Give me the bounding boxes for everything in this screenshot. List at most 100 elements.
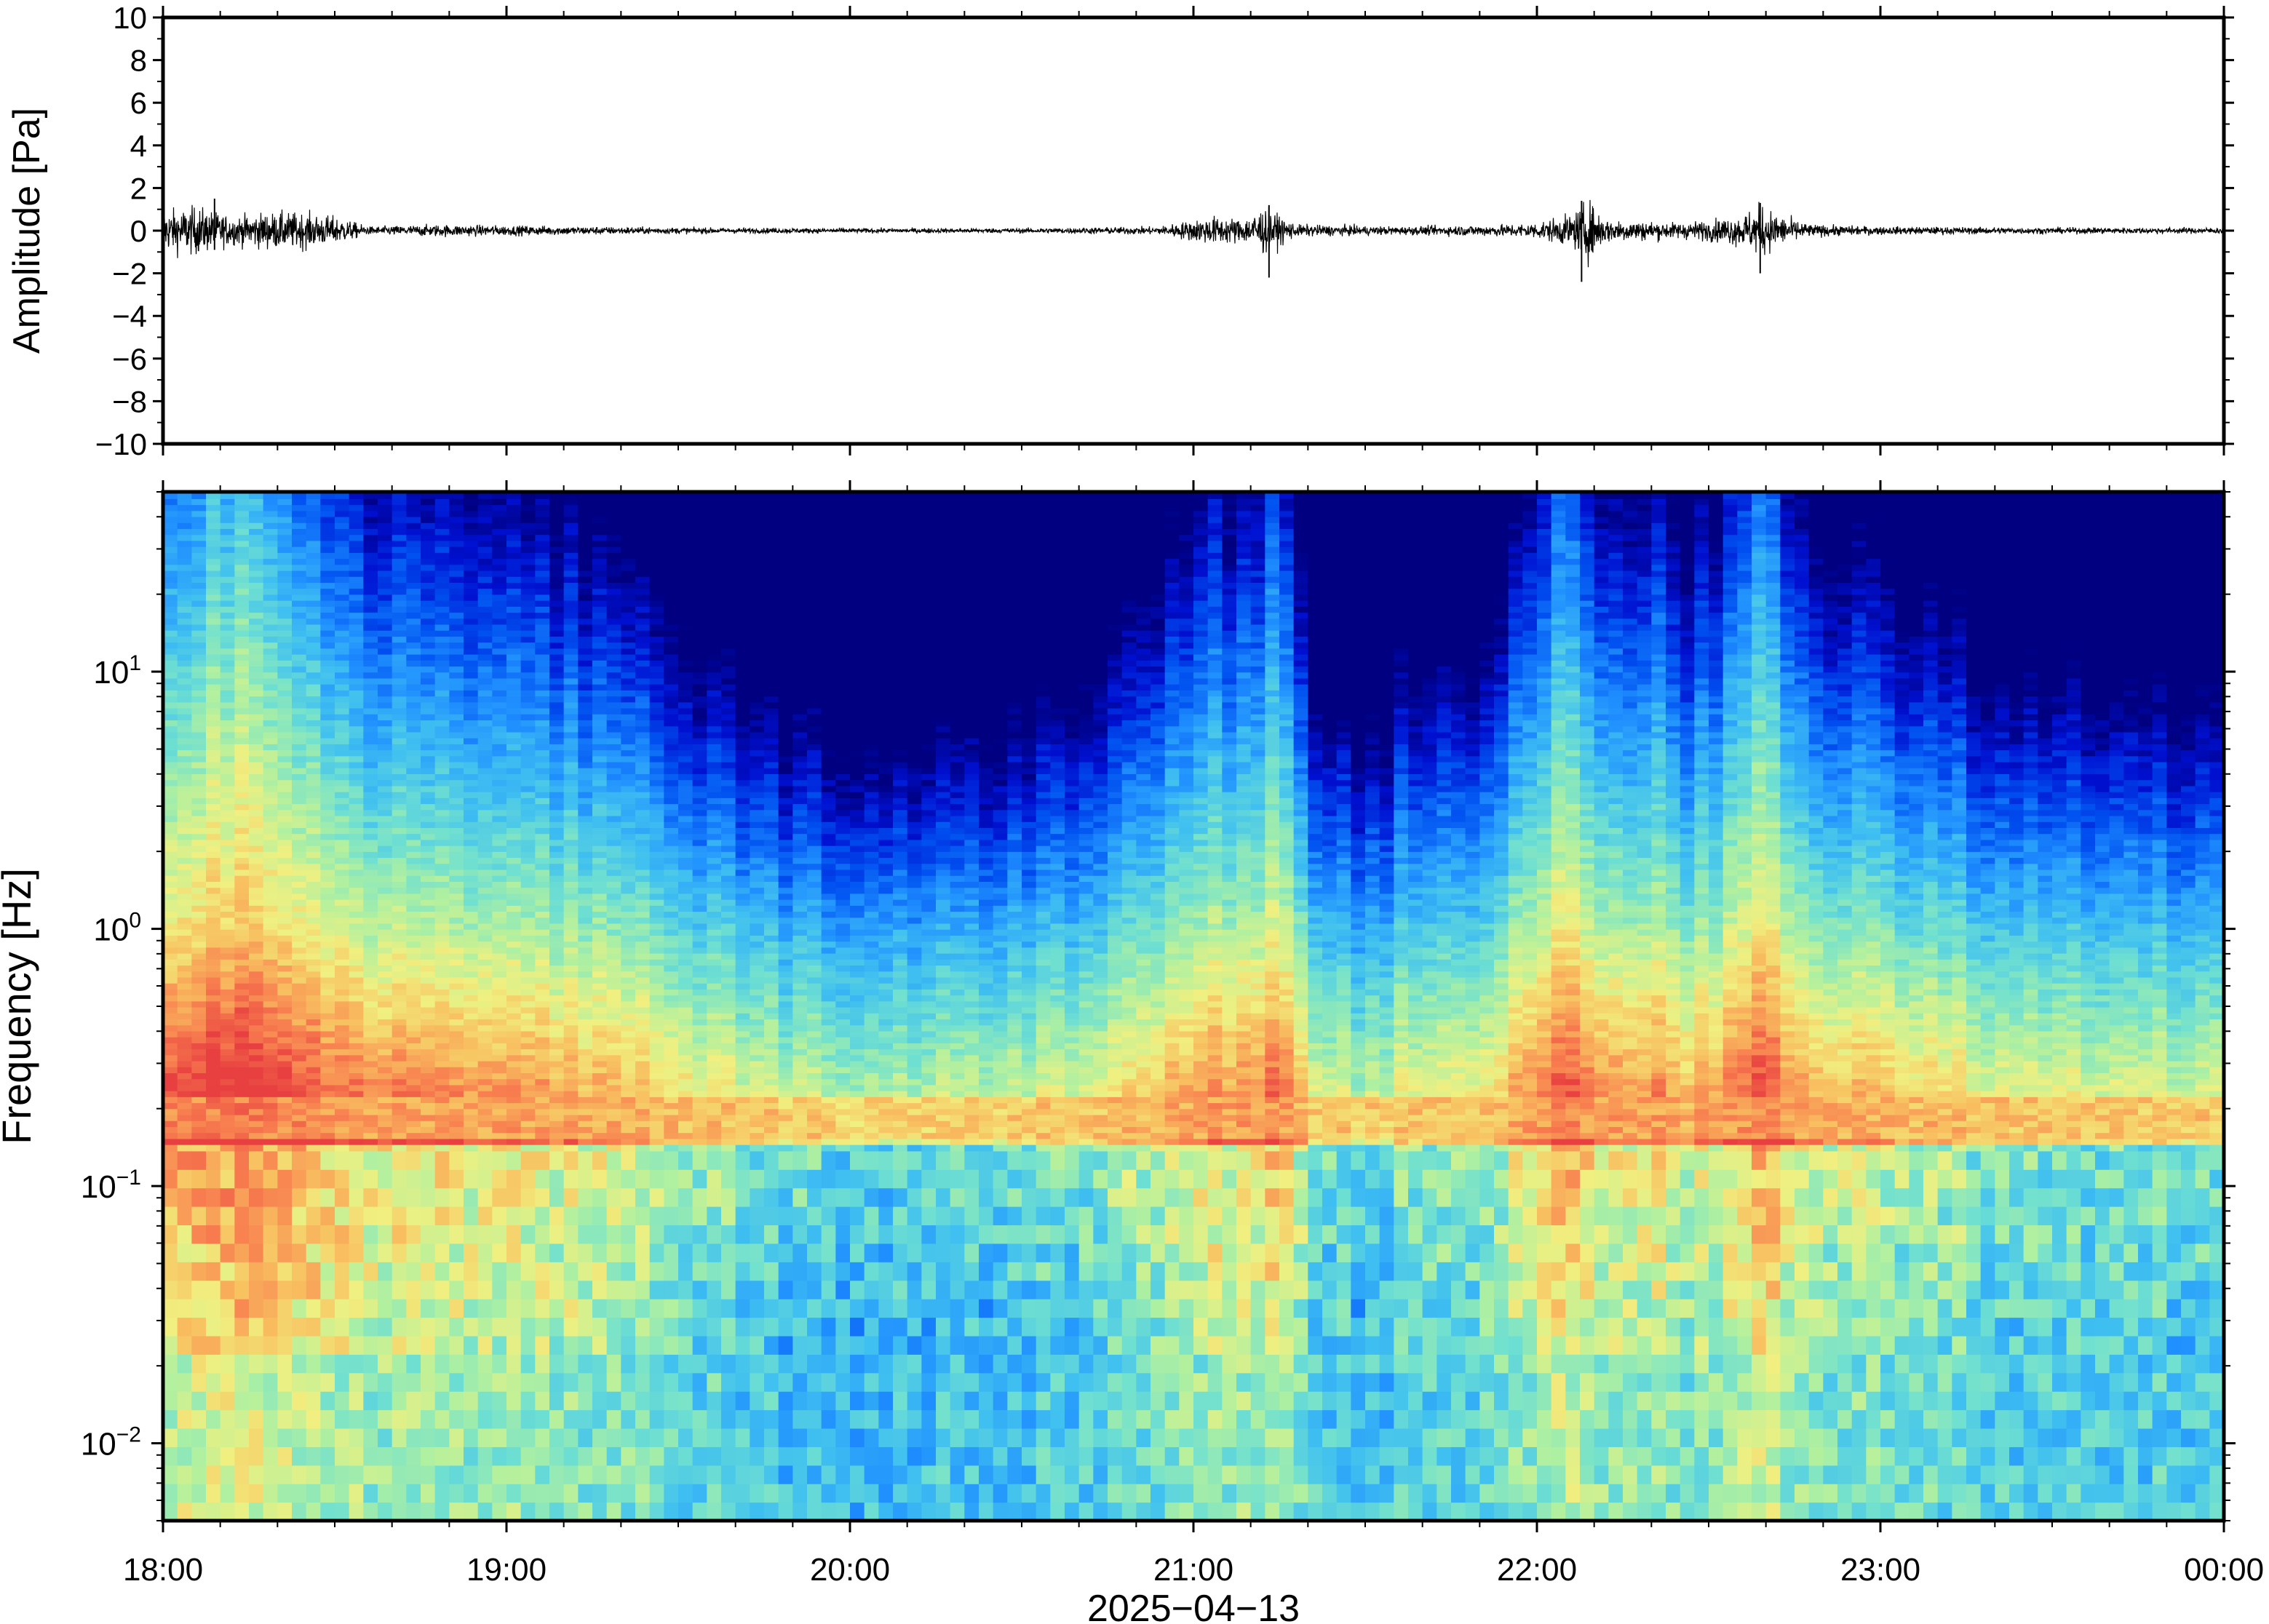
spectrogram-cell [621,929,636,936]
spectrogram-cell [163,510,178,517]
spectrogram-cell [263,558,278,565]
spectrogram-cell [578,1206,593,1226]
spectrogram-cell [664,1054,679,1062]
spectrogram-cell [220,720,235,727]
spectrogram-cell [649,720,664,727]
spectrogram-cell [320,1225,335,1244]
spectrogram-cell [378,839,393,846]
spectrogram-cell [520,917,536,924]
spectrogram-cell [578,971,593,978]
spectrogram-cell [320,708,335,715]
spectrogram-cell [664,755,679,763]
spectrogram-cell [406,672,421,679]
spectrogram-cell [378,983,393,990]
spectrogram-cell [421,1484,436,1503]
spectrogram-cell [649,935,664,942]
spectrogram-cell [335,1502,350,1521]
spectrogram-cell [363,1280,378,1299]
spectrogram-cell [592,1145,608,1152]
spectrogram-cell [649,1372,664,1392]
spectrogram-cell [263,648,278,655]
spectrogram-cell [592,516,608,523]
spectrogram-cell [578,1078,593,1086]
spectrogram-cell [434,672,450,679]
spectrogram-cell [592,630,608,637]
spectrogram-cell [163,881,178,888]
spectrogram-cell [449,851,464,859]
spectrogram-cell [477,761,493,768]
spectrogram-cell [649,749,664,757]
spectrogram-cell [535,1072,550,1080]
spectrogram-cell [535,725,550,733]
spectrogram-cell [549,1317,565,1337]
spectrogram-cell [506,690,522,697]
spectrogram-cell [477,779,493,787]
spectrogram-cell [535,606,550,613]
spectrogram-cell [578,528,593,536]
spectrogram-cell [606,1024,621,1032]
spectrogram-cell [506,624,522,631]
spectrogram-cell [363,749,378,757]
spectrogram-cell [477,1072,493,1080]
spectrogram-cell [678,528,694,536]
spectrogram-cell [635,971,651,978]
spectrogram-cell [378,744,393,751]
spectrogram-cell [664,1060,679,1067]
spectrogram-cell [177,965,192,972]
spectrogram-cell [335,510,350,517]
spectrogram-cell [449,1243,464,1262]
spectrogram-cell [277,1409,293,1429]
spectrogram-cell [592,714,608,721]
spectrogram-cell [191,976,207,984]
spectrogram-cell [191,1084,207,1091]
spectrogram-cell [664,701,679,709]
spectrogram-cell [349,779,364,787]
spectrogram-cell [177,995,192,1002]
spectrogram-cell [449,989,464,996]
spectrogram-cell [406,690,421,697]
spectrogram-cell [363,1145,378,1152]
spectrogram-cell [163,1043,178,1050]
spectrogram-cell [234,1187,250,1207]
spectrogram-cell [606,1335,621,1355]
spectrogram-cell [621,809,636,816]
spectrogram-cell [363,995,378,1002]
spectrogram-cell [606,1372,621,1392]
spectrogram-cell [277,887,293,894]
spectrogram-cell [592,839,608,846]
spectrogram-cell [234,534,250,541]
spectrogram-cell [678,792,694,798]
spectrogram-cell [263,1446,278,1466]
spectrogram-cell [492,911,507,918]
spectrogram-cell [349,522,364,530]
spectrogram-cell [220,768,235,775]
spectrogram-cell [492,881,507,888]
spectrogram-cell [177,624,192,631]
spectrogram-cell [177,1096,192,1104]
spectrogram-cell [578,851,593,859]
spectrogram-cell [606,857,621,864]
spectrogram-cell [421,881,436,888]
spectrogram-cell [506,540,522,547]
spectrogram-cell [477,929,493,936]
spectrogram-cell [678,976,694,984]
spectrogram-cell [406,785,421,792]
spectrogram-cell [335,636,350,643]
spectrogram-cell [578,540,593,547]
spectrogram-cell [421,761,436,768]
spectrogram-cell [249,1060,264,1067]
spectrogram-cell [220,1446,235,1466]
spectrogram-cell [664,1067,679,1074]
spectrogram-cell [191,935,207,942]
spectrogram-cell [320,1132,335,1139]
spectrogram-cell [664,744,679,751]
spectrogram-cell [406,612,421,619]
spectrogram-cell [449,905,464,912]
spectrogram-cell [306,1108,321,1115]
spectrogram-cell [535,1043,550,1050]
spectrogram-cell [606,701,621,709]
spectrogram-cell [549,660,565,667]
spectrogram-cell [392,618,407,625]
spectrogram-cell [506,570,522,577]
spectrogram-cell [563,618,579,625]
